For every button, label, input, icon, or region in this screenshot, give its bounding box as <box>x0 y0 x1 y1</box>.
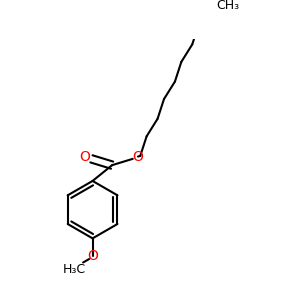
Text: O: O <box>133 149 143 164</box>
Text: O: O <box>87 249 98 262</box>
Text: O: O <box>80 149 91 164</box>
Text: CH₃: CH₃ <box>217 0 240 12</box>
Text: H₃C: H₃C <box>62 262 86 276</box>
